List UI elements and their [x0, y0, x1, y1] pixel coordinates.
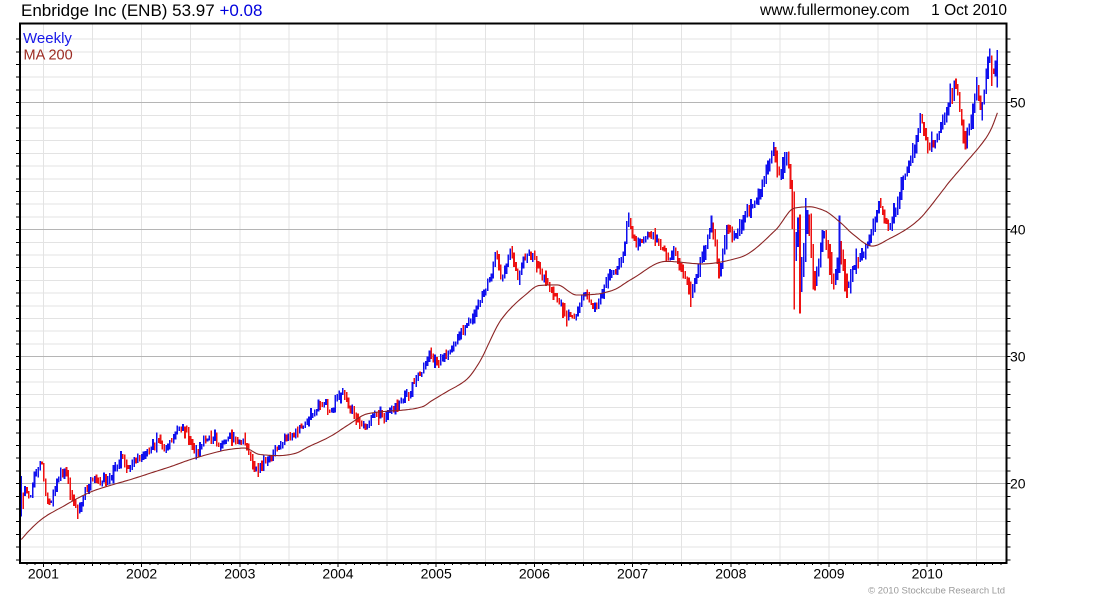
svg-text:MA 200: MA 200: [24, 48, 73, 64]
svg-text:2001: 2001: [28, 566, 59, 582]
svg-text:2005: 2005: [421, 566, 452, 582]
svg-text:2006: 2006: [519, 566, 550, 582]
svg-text:© 2010 Stockcube Research Ltd: © 2010 Stockcube Research Ltd: [868, 586, 1005, 597]
svg-text:50: 50: [1010, 95, 1026, 111]
svg-text:2010: 2010: [912, 566, 943, 582]
svg-text:2007: 2007: [617, 566, 648, 582]
svg-text:2009: 2009: [813, 566, 844, 582]
svg-text:2003: 2003: [224, 566, 255, 582]
svg-text:2002: 2002: [126, 566, 157, 582]
svg-text:40: 40: [1010, 222, 1026, 238]
svg-text:Enbridge Inc (ENB) 53.97 +0.08: Enbridge Inc (ENB) 53.97 +0.08: [21, 1, 262, 20]
svg-text:20: 20: [1010, 476, 1026, 492]
svg-text:2004: 2004: [322, 566, 353, 582]
svg-text:www.fullermoney.com: www.fullermoney.com: [759, 2, 910, 19]
svg-text:30: 30: [1010, 349, 1026, 365]
svg-text:1 Oct 2010: 1 Oct 2010: [931, 2, 1007, 19]
svg-text:2008: 2008: [715, 566, 746, 582]
svg-text:Weekly: Weekly: [23, 30, 72, 47]
